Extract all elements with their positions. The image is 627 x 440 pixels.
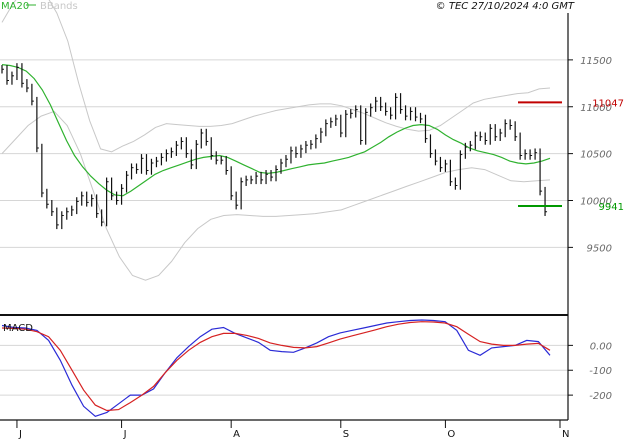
price-panel: 11500 11000 10500 10000 9500 11047 9941 — [0, 0, 624, 313]
macd-title: MACD — [3, 323, 33, 334]
price-panel-frame — [0, 13, 568, 313]
x-axis-tick-label: N — [562, 429, 569, 440]
bbands-upper-line — [1, 0, 551, 153]
macd-y-axis: 0.00 -100 -200 — [589, 341, 612, 402]
bbands-layer — [1, 0, 551, 281]
price-y-tick-label: 10000 — [580, 197, 612, 208]
levels-layer: 11047 9941 — [518, 98, 624, 213]
macd-series-signal — [1, 321, 551, 412]
support-level-label: 9941 — [599, 202, 624, 213]
price-y-tick-label: 10500 — [580, 150, 612, 161]
legend-bbands: BBands — [40, 1, 78, 12]
x-axis-tick-label: J — [18, 429, 22, 440]
legend: MA20 BBands — [1, 1, 78, 12]
price-y-tick-label: 9500 — [587, 243, 612, 254]
x-axis-tick-label: A — [233, 429, 240, 440]
legend-ma20: MA20 — [1, 1, 29, 12]
resistance-level-label: 11047 — [592, 98, 624, 109]
macd-series-macd — [1, 319, 551, 417]
price-grid — [0, 59, 573, 248]
x-axis-tick-label: S — [343, 429, 349, 440]
price-y-tick-label: 11000 — [580, 103, 612, 114]
macd-y-tick-label: -200 — [589, 391, 612, 402]
price-bars-layer — [1, 63, 548, 230]
price-y-axis: 11500 11000 10500 10000 9500 — [580, 56, 612, 255]
macd-grid — [0, 344, 573, 396]
x-axis-tick-label: J — [123, 429, 127, 440]
macd-lines-layer — [1, 319, 551, 417]
macd-panel: 0.00 -100 -200 MACD — [0, 319, 612, 417]
x-axis-tick-label: O — [447, 429, 455, 440]
macd-y-tick-label: 0.00 — [590, 341, 612, 352]
copyright: © TEC 27/10/2024 4:0 GMT — [436, 1, 575, 12]
bbands-lower-line — [1, 110, 551, 281]
price-y-tick-label: 11500 — [580, 56, 612, 67]
macd-y-tick-label: -100 — [589, 366, 612, 377]
